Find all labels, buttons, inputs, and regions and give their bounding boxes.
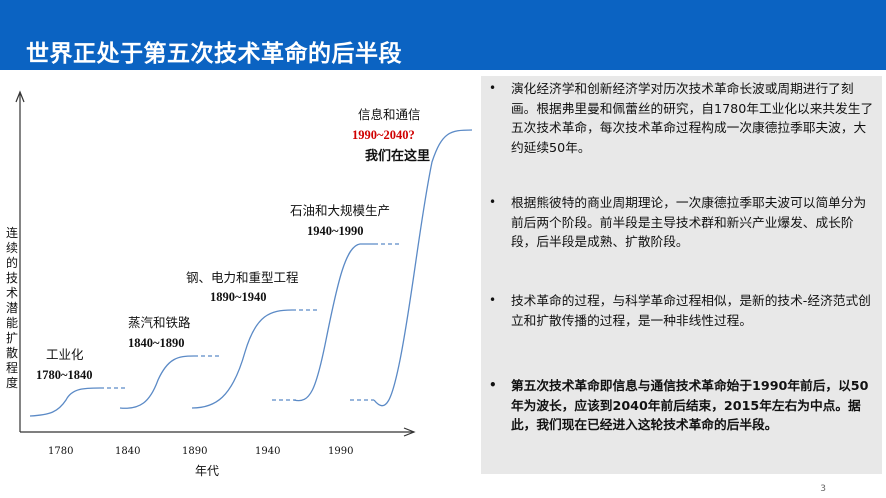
bullet-dot-icon: •	[489, 378, 497, 392]
wave-curve-3	[191, 309, 293, 409]
title-bar: 世界正处于第五次技术革命的后半段	[0, 0, 886, 70]
bullet-dot-icon: •	[489, 293, 497, 307]
x-tick-1940: 1940	[255, 446, 281, 457]
x-axis-label: 年代	[195, 464, 220, 478]
bullet-4: • 第五次技术革命即信息与通信技术革命始于1990年前后，以50年为波长，应该到…	[489, 376, 876, 435]
x-axis-arrow	[403, 427, 416, 437]
y-axis-arrow	[15, 90, 25, 103]
bullet-text-3: 技术革命的过程，与科学革命过程相似，是新的技术-经济范式创立和扩散传播的过程，是…	[511, 293, 871, 328]
x-tick-1890: 1890	[182, 446, 208, 457]
bullet-dot-icon: •	[489, 195, 497, 209]
bullet-dot-icon: •	[489, 81, 497, 95]
wave-curve-4	[293, 243, 374, 402]
stage-years-5: 1990~2040?	[352, 128, 415, 142]
y-axis-label: 连续的技术潜能扩散程度	[5, 226, 18, 390]
slide-title: 世界正处于第五次技术革命的后半段	[26, 41, 402, 67]
tech-wave-chart: 连续的技术潜能扩散程度	[0, 70, 480, 498]
wave-curve-2	[119, 355, 195, 409]
x-tick-1780: 1780	[48, 446, 74, 457]
x-tick-1840: 1840	[115, 446, 141, 457]
page-number: 3	[820, 484, 826, 494]
x-tick-1990: 1990	[328, 446, 354, 457]
wave-curve-1	[29, 387, 101, 417]
stage-years-1: 1780~1840	[36, 368, 93, 382]
stage-name-1: 工业化	[46, 347, 84, 362]
wave-curve-5	[373, 129, 473, 407]
stage-years-2: 1840~1890	[128, 336, 185, 350]
we-are-here-label: 我们在这里	[365, 149, 431, 164]
text-panel: • 演化经济学和创新经济学对历次技术革命长波或周期进行了刻画。根据弗里曼和佩蕾丝…	[481, 76, 882, 474]
stage-name-3: 钢、电力和重型工程	[186, 270, 299, 285]
stage-years-3: 1890~1940	[210, 290, 267, 304]
stage-name-5: 信息和通信	[358, 107, 421, 122]
stage-name-2: 蒸汽和铁路	[128, 315, 191, 330]
stage-years-4: 1940~1990	[307, 224, 364, 238]
bullet-3: • 技术革命的过程，与科学革命过程相似，是新的技术-经济范式创立和扩散传播的过程…	[489, 291, 876, 330]
stage-name-4: 石油和大规模生产	[290, 203, 391, 218]
bullet-text-1: 演化经济学和创新经济学对历次技术革命长波或周期进行了刻画。根据弗里曼和佩蕾丝的研…	[511, 81, 874, 155]
bullet-text-2: 根据熊彼特的商业周期理论，一次康德拉季耶夫波可以简单分为前后两个阶段。前半段是主…	[511, 195, 867, 249]
bullet-2: • 根据熊彼特的商业周期理论，一次康德拉季耶夫波可以简单分为前后两个阶段。前半段…	[489, 193, 876, 252]
bullet-1: • 演化经济学和创新经济学对历次技术革命长波或周期进行了刻画。根据弗里曼和佩蕾丝…	[489, 79, 876, 157]
chart-svg	[15, 90, 473, 437]
bullet-text-4: 第五次技术革命即信息与通信技术革命始于1990年前后，以50年为波长，应该到20…	[511, 378, 869, 432]
